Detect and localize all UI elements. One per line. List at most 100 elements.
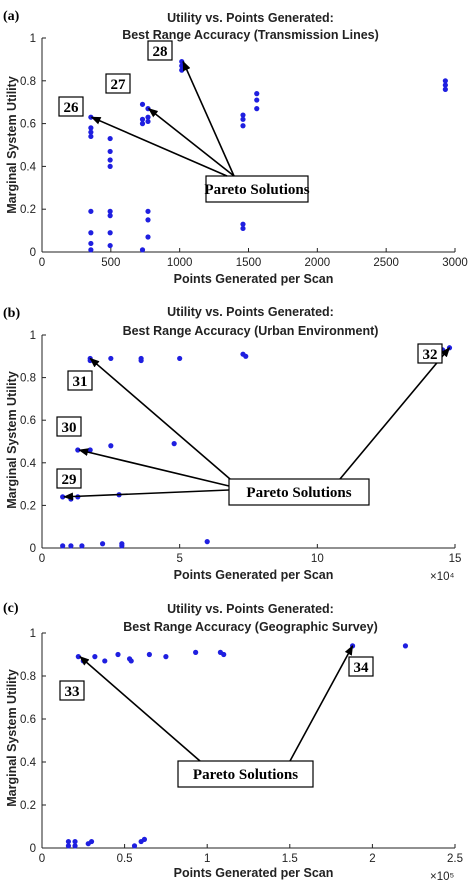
- annotation-arrow: [339, 347, 451, 480]
- annotation-arrow: [89, 357, 231, 480]
- annotation-arrow: [289, 645, 354, 762]
- data-point: [145, 217, 151, 223]
- data-point: [146, 651, 152, 658]
- data-point: [87, 447, 93, 453]
- data-point: [243, 353, 249, 359]
- solution-label-box: [67, 370, 93, 391]
- x-tick-label: 15: [449, 553, 462, 565]
- y-tick-label: 0.6: [20, 119, 36, 131]
- x-exponent: ×10⁴: [430, 571, 455, 583]
- y-tick-label: 0.2: [20, 500, 36, 512]
- y-axis-label: Marginal System Utility: [5, 76, 19, 214]
- data-point: [171, 441, 177, 447]
- chart-title-line-1: Utility vs. Points Generated:: [167, 602, 334, 616]
- annotation-arrow: [182, 60, 235, 177]
- data-point: [115, 651, 121, 658]
- y-tick-label: 0.6: [20, 714, 36, 726]
- x-tick-label: 2500: [373, 257, 399, 269]
- data-point: [179, 67, 185, 73]
- y-tick-label: 0.8: [20, 76, 36, 88]
- y-tick-label: 0.2: [20, 800, 36, 812]
- y-tick-label: 0.6: [20, 415, 36, 427]
- chart-panel-c: (c) Utility vs. Points Generated: Best Ran…: [3, 601, 463, 883]
- y-tick-label: 0: [30, 543, 36, 555]
- data-point: [221, 651, 227, 658]
- data-point: [442, 78, 448, 84]
- solution-label-box: [56, 468, 82, 489]
- data-point: [107, 208, 113, 214]
- annotation-arrow: [79, 655, 201, 762]
- x-axis-label: Points Generated per Scan: [174, 272, 334, 286]
- panel-label: (a): [3, 9, 20, 24]
- annotation-arrow: [63, 489, 230, 501]
- x-axis-label: Points Generated per Scan: [174, 568, 334, 582]
- x-tick-label: 1.5: [282, 853, 298, 865]
- solution-label-31: 31: [73, 374, 88, 390]
- solution-label-box: [58, 96, 84, 117]
- data-point: [79, 543, 85, 549]
- data-point: [88, 247, 94, 253]
- x-tick-label: 1000: [167, 257, 193, 269]
- data-point: [139, 247, 146, 253]
- solution-label-box: [417, 343, 443, 364]
- data-point: [108, 355, 114, 362]
- data-point: [108, 443, 114, 449]
- x-axis-label: Points Generated per Scan: [174, 866, 334, 880]
- solution-label-32: 32: [423, 347, 438, 363]
- data-point: [141, 836, 148, 843]
- data-point: [254, 91, 260, 97]
- data-point: [139, 121, 146, 127]
- x-tick-label: 2: [369, 853, 375, 865]
- x-tick-label: 5: [176, 553, 182, 565]
- data-point: [92, 654, 98, 660]
- data-point: [102, 658, 108, 664]
- x-tick-label: 3000: [442, 257, 468, 269]
- solution-label-27: 27: [111, 77, 127, 93]
- data-point: [138, 357, 144, 364]
- y-tick-label: 0.4: [20, 458, 37, 470]
- y-tick-label: 1: [30, 33, 36, 45]
- annotation-arrow: [90, 116, 228, 177]
- solution-label-box: [56, 416, 82, 437]
- data-point: [254, 106, 260, 112]
- solution-label-box: [147, 40, 173, 61]
- x-tick-label: 1500: [236, 257, 262, 269]
- data-point: [139, 101, 146, 107]
- data-point: [442, 86, 448, 92]
- data-point: [107, 157, 113, 163]
- pareto-callout-box: [177, 760, 314, 788]
- data-point: [402, 643, 409, 649]
- data-point: [442, 82, 448, 88]
- pareto-callout-text: Pareto Solutions: [246, 485, 351, 501]
- x-tick-label: 0: [39, 257, 45, 269]
- data-point: [177, 355, 183, 362]
- data-point: [193, 649, 199, 655]
- x-tick-label: 0: [39, 853, 45, 865]
- data-point: [240, 112, 246, 118]
- y-tick-label: 0: [30, 843, 36, 855]
- solution-label-box: [105, 73, 131, 94]
- data-point: [119, 543, 125, 549]
- data-point: [88, 133, 94, 140]
- data-point: [99, 541, 106, 547]
- pareto-callout-text: Pareto Solutions: [193, 767, 298, 783]
- y-tick-label: 0.4: [20, 757, 37, 769]
- pareto-callout-box: [205, 175, 309, 203]
- x-tick-label: 2000: [305, 257, 331, 269]
- data-point: [88, 838, 95, 845]
- x-tick-label: 1: [204, 853, 210, 865]
- chart-title-line-2: Best Range Accuracy (Urban Environment): [123, 324, 379, 338]
- annotation-arrow: [78, 448, 230, 487]
- data-point: [68, 543, 74, 549]
- data-point: [145, 234, 151, 240]
- y-axis-label: Marginal System Utility: [5, 371, 19, 509]
- y-tick-label: 0.4: [20, 161, 37, 173]
- data-point: [88, 129, 94, 135]
- pareto-callout-box: [228, 478, 370, 506]
- chart-title-line-1: Utility vs. Points Generated:: [167, 305, 334, 319]
- y-tick-label: 0: [30, 247, 36, 259]
- y-tick-label: 0.8: [20, 373, 36, 385]
- chart-panel-a: (a) Utility vs. Points Generated: Best Ran…: [3, 9, 468, 286]
- data-point: [139, 116, 146, 122]
